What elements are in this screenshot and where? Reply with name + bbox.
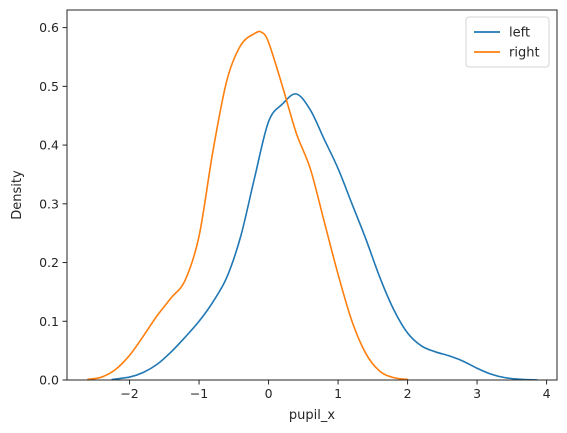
legend-label-right: right	[509, 46, 540, 61]
y-tick-label: 0.6	[39, 20, 59, 35]
legend-box	[465, 16, 550, 68]
y-tick-label: 0.4	[39, 138, 59, 153]
x-axis-label: pupil_x	[289, 408, 335, 423]
series-line-right	[87, 30, 409, 380]
x-tick-label: −1	[190, 386, 208, 401]
y-tick-label: 0.5	[39, 79, 59, 94]
x-tick-label: −2	[120, 386, 138, 401]
y-tick-label: 0.0	[39, 373, 59, 388]
x-tick-label: 2	[404, 386, 412, 401]
y-tick-label: 0.1	[39, 314, 59, 329]
x-tick-label: 0	[265, 386, 273, 401]
y-tick-label: 0.2	[39, 255, 59, 270]
y-tick-label: 0.3	[39, 196, 59, 211]
axes-frame	[66, 9, 558, 381]
x-tick-label: 4	[543, 386, 551, 401]
legend: left right	[465, 16, 550, 68]
x-ticks: −2 −1 0 1 2 3 4	[120, 380, 551, 401]
x-tick-label: 1	[334, 386, 342, 401]
series-layer	[87, 30, 539, 380]
y-axis-label: Density	[10, 170, 25, 220]
x-tick-label: 3	[473, 386, 481, 401]
y-ticks: 0.0 0.1 0.2 0.3 0.4 0.5 0.6	[39, 20, 67, 388]
legend-label-left: left	[509, 26, 530, 41]
series-line-left	[111, 93, 539, 380]
